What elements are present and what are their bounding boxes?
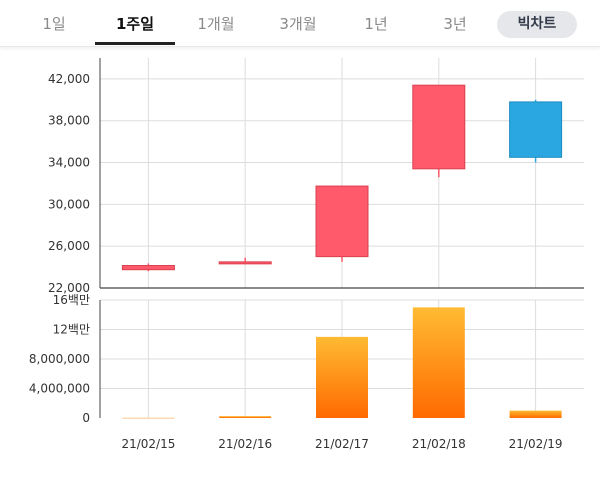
x-tick-label: 21/02/16 [218,437,272,451]
x-tick-label: 21/02/17 [315,437,369,451]
volume-bar [122,417,175,419]
volume-bar [219,416,272,418]
x-tick-label: 21/02/19 [509,437,563,451]
volume-bar [412,307,465,418]
candle-body [218,261,272,265]
price-tick-label: 42,000 [48,72,90,86]
x-tick-label: 21/02/15 [121,437,175,451]
period-tab-bar: 1일 1주일 1개월 3개월 1년 3년 빅차트 [0,0,600,47]
candle-body [315,185,369,258]
price-tick-label: 26,000 [48,239,90,253]
price-panel: 42,000 38,000 34,000 30,000 26,000 22,000 [48,58,584,295]
volume-tick-label: 0 [82,411,90,425]
candle-body [412,84,466,170]
price-tick-label: 38,000 [48,114,90,128]
price-tick-label: 34,000 [48,156,90,170]
tab-3-year[interactable]: 3년 [443,15,467,33]
volume-tick-label: 4,000,000 [29,382,90,396]
volume-tick-label: 16백만 [53,293,90,307]
tab-1-week[interactable]: 1주일 [95,0,175,45]
volume-panel: 16백만 12백만 8,000,000 4,000,000 0 [29,293,584,425]
volume-tick-label: 8,000,000 [29,352,90,366]
price-tick-label: 30,000 [48,197,90,211]
candle-body [121,265,175,271]
tab-1-day[interactable]: 1일 [42,15,66,33]
tab-1-year[interactable]: 1년 [364,15,388,33]
volume-bar [509,410,562,418]
price-tick-label: 22,000 [48,281,90,295]
x-tick-label: 21/02/18 [412,437,466,451]
tab-3-month[interactable]: 3개월 [279,15,317,33]
volume-bar [316,336,368,418]
tab-1-month[interactable]: 1개월 [197,15,235,33]
x-axis: 21/02/15 21/02/16 21/02/17 21/02/18 21/02/19 [121,437,562,451]
big-chart-button[interactable]: 빅차트 [497,11,577,38]
volume-tick-label: 12백만 [53,323,90,337]
candle-body [509,101,563,158]
